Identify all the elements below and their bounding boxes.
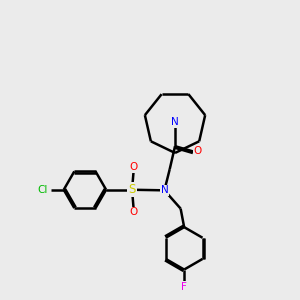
Text: O: O [129,162,138,172]
Text: F: F [181,282,187,292]
Text: S: S [128,183,136,196]
Text: N: N [171,117,179,127]
Text: Cl: Cl [37,185,48,195]
Text: O: O [194,146,202,157]
Text: O: O [129,207,138,218]
Text: N: N [160,185,168,195]
